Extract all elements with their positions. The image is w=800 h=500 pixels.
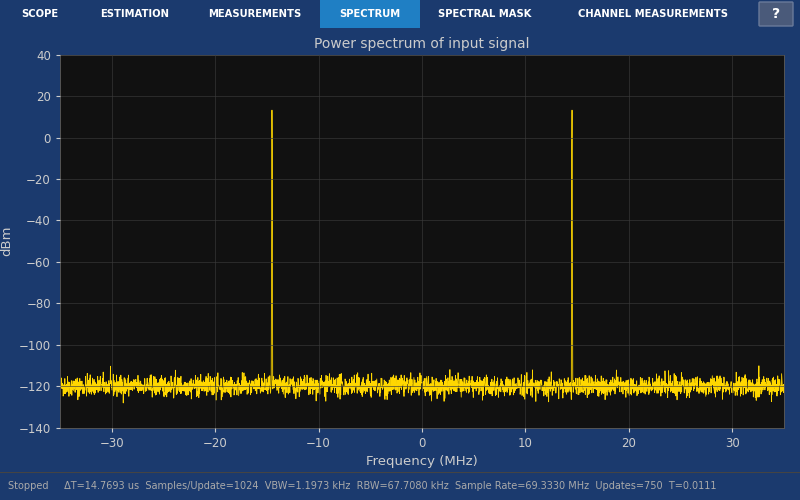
- Bar: [420, 0, 550, 28]
- Y-axis label: dBm: dBm: [0, 226, 13, 256]
- Bar: [550, 0, 755, 28]
- Title: Power spectrum of input signal: Power spectrum of input signal: [314, 36, 530, 51]
- Text: SCOPE: SCOPE: [22, 9, 58, 19]
- Text: ?: ?: [772, 7, 780, 21]
- Bar: [320, 0, 420, 28]
- Text: ESTIMATION: ESTIMATION: [101, 9, 170, 19]
- Text: SPECTRAL MASK: SPECTRAL MASK: [438, 9, 532, 19]
- Bar: [0, 0, 80, 28]
- FancyBboxPatch shape: [759, 2, 793, 26]
- Text: SPECTRUM: SPECTRUM: [339, 9, 401, 19]
- Bar: [190, 0, 320, 28]
- Text: Stopped     ΔT=14.7693 us  Samples/Update=1024  VBW=1.1973 kHz  RBW=67.7080 kHz : Stopped ΔT=14.7693 us Samples/Update=102…: [8, 481, 717, 491]
- Text: MEASUREMENTS: MEASUREMENTS: [208, 9, 302, 19]
- Text: CHANNEL MEASUREMENTS: CHANNEL MEASUREMENTS: [578, 9, 727, 19]
- Bar: [80, 0, 190, 28]
- X-axis label: Frequency (MHz): Frequency (MHz): [366, 455, 478, 468]
